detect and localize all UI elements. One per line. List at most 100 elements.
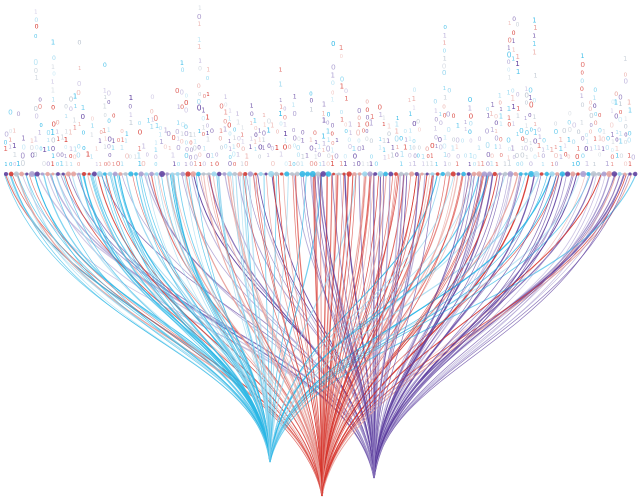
baseline-node bbox=[8, 171, 14, 177]
digit-glyph: 1 bbox=[322, 140, 326, 148]
baseline-node bbox=[596, 171, 601, 177]
digit-glyph: 0 bbox=[469, 112, 474, 121]
digit-glyph: 0 bbox=[279, 122, 283, 128]
digit-glyph: 1 bbox=[262, 113, 266, 119]
digit-glyph: 1 bbox=[78, 122, 81, 128]
baseline-node bbox=[264, 172, 268, 176]
digit-glyph: 0 bbox=[38, 103, 42, 111]
bundle-curve-purple bbox=[373, 173, 564, 479]
digit-glyph: 0 bbox=[524, 136, 529, 145]
bundle-curve-red bbox=[321, 173, 367, 497]
digit-glyph: 1 bbox=[142, 142, 146, 150]
digit-glyph: 0 bbox=[250, 111, 254, 118]
digit-glyph: 0 bbox=[413, 154, 417, 160]
digit-glyph: 1 bbox=[228, 139, 231, 145]
digit-glyph: 0 bbox=[331, 80, 335, 87]
baseline-node bbox=[346, 171, 352, 177]
digit-glyph: 0 bbox=[258, 143, 263, 152]
digit-glyph: 1 bbox=[533, 115, 537, 121]
digit-glyph: 0 bbox=[283, 143, 288, 152]
baseline-node bbox=[590, 171, 597, 177]
digit-glyph: 1 bbox=[64, 129, 68, 135]
digit-glyph: 0 bbox=[580, 60, 585, 69]
digit-glyph: 0 bbox=[610, 153, 614, 161]
digit-glyph: 0 bbox=[494, 119, 498, 127]
digit-glyph: 0 bbox=[189, 162, 193, 168]
baseline-node bbox=[3, 171, 9, 177]
digit-glyph: 0 bbox=[609, 122, 613, 130]
baseline-node bbox=[601, 171, 607, 177]
digit-glyph: 1 bbox=[65, 161, 69, 168]
bundle-curve-cyan bbox=[269, 173, 591, 463]
digit-glyph: 0 bbox=[241, 145, 245, 153]
baseline-node bbox=[87, 172, 91, 176]
bundle-curve-purple bbox=[302, 173, 375, 479]
digit-glyph: 0 bbox=[60, 153, 64, 159]
bundle-curve-red bbox=[157, 173, 323, 497]
baseline-node bbox=[112, 171, 118, 177]
baseline-node bbox=[128, 171, 134, 177]
digit-glyph: 1 bbox=[129, 118, 134, 127]
digit-glyph: 0 bbox=[91, 116, 95, 122]
digit-glyph: 1 bbox=[495, 162, 499, 168]
baseline-node bbox=[409, 171, 415, 177]
digit-glyph: 0 bbox=[56, 151, 60, 159]
digit-glyph: 1 bbox=[278, 110, 282, 118]
digit-glyph: 1 bbox=[224, 95, 228, 101]
digit-glyph: 1 bbox=[443, 151, 447, 159]
digit-glyph: 0 bbox=[180, 104, 184, 111]
digit-glyph: 0 bbox=[499, 136, 503, 143]
digit-glyph: 1 bbox=[537, 141, 542, 150]
digit-glyph: 1 bbox=[528, 94, 532, 102]
digit-glyph: 0 bbox=[601, 136, 605, 144]
digit-glyph: 1 bbox=[499, 113, 503, 121]
bundle-curve-cyan bbox=[171, 173, 271, 463]
digit-glyph: 0 bbox=[192, 144, 196, 152]
digit-glyph: 1 bbox=[408, 110, 412, 118]
digit-glyph: 1 bbox=[340, 117, 344, 124]
digit-glyph: 0 bbox=[344, 129, 348, 135]
digit-glyph: 1 bbox=[206, 92, 210, 98]
digit-glyph: 1 bbox=[382, 115, 385, 121]
digit-glyph: 0 bbox=[73, 154, 77, 161]
digit-glyph: 1 bbox=[8, 145, 11, 151]
baseline-node bbox=[492, 171, 497, 177]
digit-glyph: 1 bbox=[525, 124, 529, 130]
digit-glyph: 0 bbox=[456, 154, 460, 161]
digit-glyph: 0 bbox=[100, 130, 104, 136]
digit-glyph: 1 bbox=[507, 159, 512, 168]
digit-glyph: 1 bbox=[537, 153, 540, 159]
digit-glyph: 0 bbox=[184, 107, 188, 115]
digit-glyph: 1 bbox=[322, 116, 326, 124]
digit-glyph: 0 bbox=[104, 162, 108, 168]
digit-glyph: 0 bbox=[314, 162, 318, 168]
bundle-curve-red bbox=[97, 173, 323, 497]
digit-glyph: 1 bbox=[546, 146, 550, 152]
bundle-curve-red bbox=[171, 173, 323, 497]
digit-glyph: 1 bbox=[516, 113, 520, 120]
digit-glyph: 1 bbox=[223, 126, 227, 134]
baseline-node bbox=[138, 171, 144, 177]
digit-glyph: 0 bbox=[425, 145, 429, 153]
digit-glyph: 0 bbox=[519, 126, 524, 135]
digit-glyph: 1 bbox=[322, 160, 326, 168]
bundle-curve-purple bbox=[373, 173, 552, 479]
digit-glyph: 1 bbox=[532, 40, 536, 48]
digit-glyph: 1 bbox=[193, 133, 196, 139]
digit-glyph: 0 bbox=[508, 147, 512, 153]
digit-glyph: 1 bbox=[567, 137, 571, 144]
digit-glyph: 0 bbox=[34, 105, 38, 113]
digit-glyph: 1 bbox=[193, 160, 197, 168]
baseline-node bbox=[149, 171, 154, 177]
bundle-curve-purple bbox=[317, 173, 375, 479]
digit-glyph: 1 bbox=[51, 86, 55, 94]
baseline-node bbox=[404, 172, 409, 176]
bundle-curve-purple bbox=[373, 173, 405, 479]
digit-glyph: 0 bbox=[51, 105, 55, 112]
bundle-curve-cyan bbox=[269, 173, 357, 463]
baseline-node bbox=[294, 171, 300, 177]
digit-glyph: 1 bbox=[357, 123, 361, 129]
digit-glyph: 1 bbox=[51, 64, 55, 71]
digit-glyph: 0 bbox=[103, 62, 107, 69]
digit-glyph: 0 bbox=[181, 68, 185, 74]
